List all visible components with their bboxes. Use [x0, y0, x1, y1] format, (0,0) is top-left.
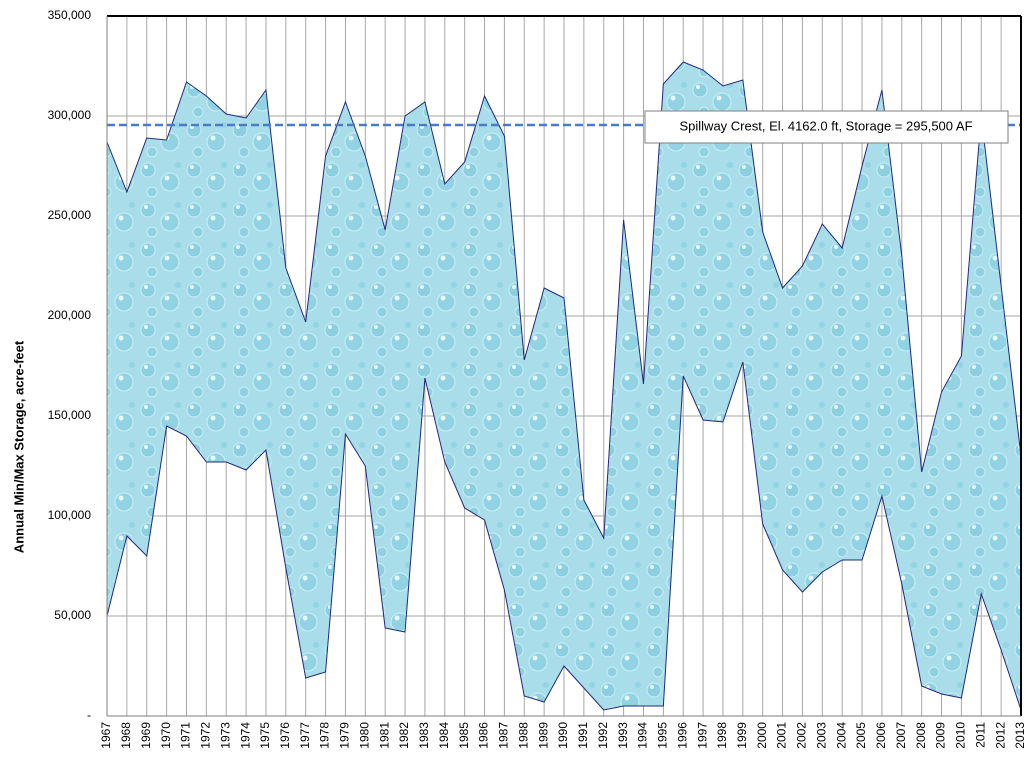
x-tick-label: 1994 — [636, 722, 650, 749]
x-tick-label: 1975 — [258, 722, 272, 749]
x-tick-label: 1996 — [675, 722, 689, 749]
y-tick-label: 300,000 — [48, 108, 92, 122]
y-tick-label: 200,000 — [48, 308, 92, 322]
x-tick-label: 1992 — [596, 722, 610, 749]
x-tick-label: 1995 — [656, 722, 670, 749]
y-tick-label: 350,000 — [48, 8, 92, 22]
x-tick-label: 1979 — [338, 722, 352, 749]
x-tick-label: 1998 — [715, 722, 729, 749]
x-tick-label: 1988 — [516, 722, 530, 749]
chart: Annual Min/Max Storage, acre-feet - 50,00… — [0, 0, 1027, 762]
x-tick-label: 2010 — [954, 722, 968, 749]
x-tick-label: 2004 — [834, 722, 848, 749]
x-tick-label: 1978 — [318, 722, 332, 749]
x-tick-label: 1971 — [179, 722, 193, 749]
x-tick-label: 2012 — [993, 722, 1007, 749]
x-tick-label: 1973 — [218, 722, 232, 749]
x-tick-label: 2013 — [1013, 722, 1027, 749]
x-tick-label: 1970 — [159, 722, 173, 749]
x-tick-label: 1968 — [119, 722, 133, 749]
y-tick-label: 250,000 — [48, 208, 92, 222]
x-tick-label: 1976 — [278, 722, 292, 749]
x-tick-label: 1982 — [397, 722, 411, 749]
x-tick-label: 1993 — [616, 722, 630, 749]
x-tick-label: 1997 — [695, 722, 709, 749]
x-tick-label: 2011 — [973, 722, 987, 748]
x-tick-label: 2006 — [874, 722, 888, 749]
x-tick-label: 1980 — [357, 722, 371, 749]
x-tick-label: 1977 — [298, 722, 312, 749]
x-tick-label: 1981 — [377, 722, 391, 749]
x-tick-label: 1986 — [477, 722, 491, 749]
y-tick-label: 150,000 — [48, 408, 92, 422]
x-tick-label: 1985 — [457, 722, 471, 749]
y-tick-label: 100,000 — [48, 508, 92, 522]
x-tick-label: 2007 — [894, 722, 908, 749]
y-axis-title: Annual Min/Max Storage, acre-feet — [11, 340, 26, 553]
x-tick-label: 1974 — [238, 722, 252, 749]
x-tick-label: 2003 — [814, 722, 828, 749]
x-tick-label: 2009 — [934, 722, 948, 749]
y-tick-label: 50,000 — [54, 608, 91, 622]
x-tick-label: 1984 — [437, 722, 451, 749]
x-tick-label: 1967 — [99, 722, 113, 749]
x-tick-label: 2008 — [914, 722, 928, 749]
x-tick-label: 2001 — [775, 722, 789, 749]
x-tick-label: 1969 — [139, 722, 153, 749]
x-tick-label: 2005 — [854, 722, 868, 749]
annotation: Spillway Crest, El. 4162.0 ft, Storage =… — [679, 118, 972, 133]
x-tick-label: 1990 — [556, 722, 570, 749]
x-tick-label: 2000 — [755, 722, 769, 749]
x-tick-label: 1989 — [536, 722, 550, 749]
x-tick-label: 1999 — [735, 722, 749, 749]
x-tick-label: 1972 — [199, 722, 213, 749]
x-tick-label: 2002 — [795, 722, 809, 749]
x-tick-label: 1983 — [417, 722, 431, 749]
x-tick-label: 1991 — [576, 722, 590, 749]
y-tick-label: - — [87, 708, 91, 722]
x-tick-label: 1987 — [497, 722, 511, 749]
